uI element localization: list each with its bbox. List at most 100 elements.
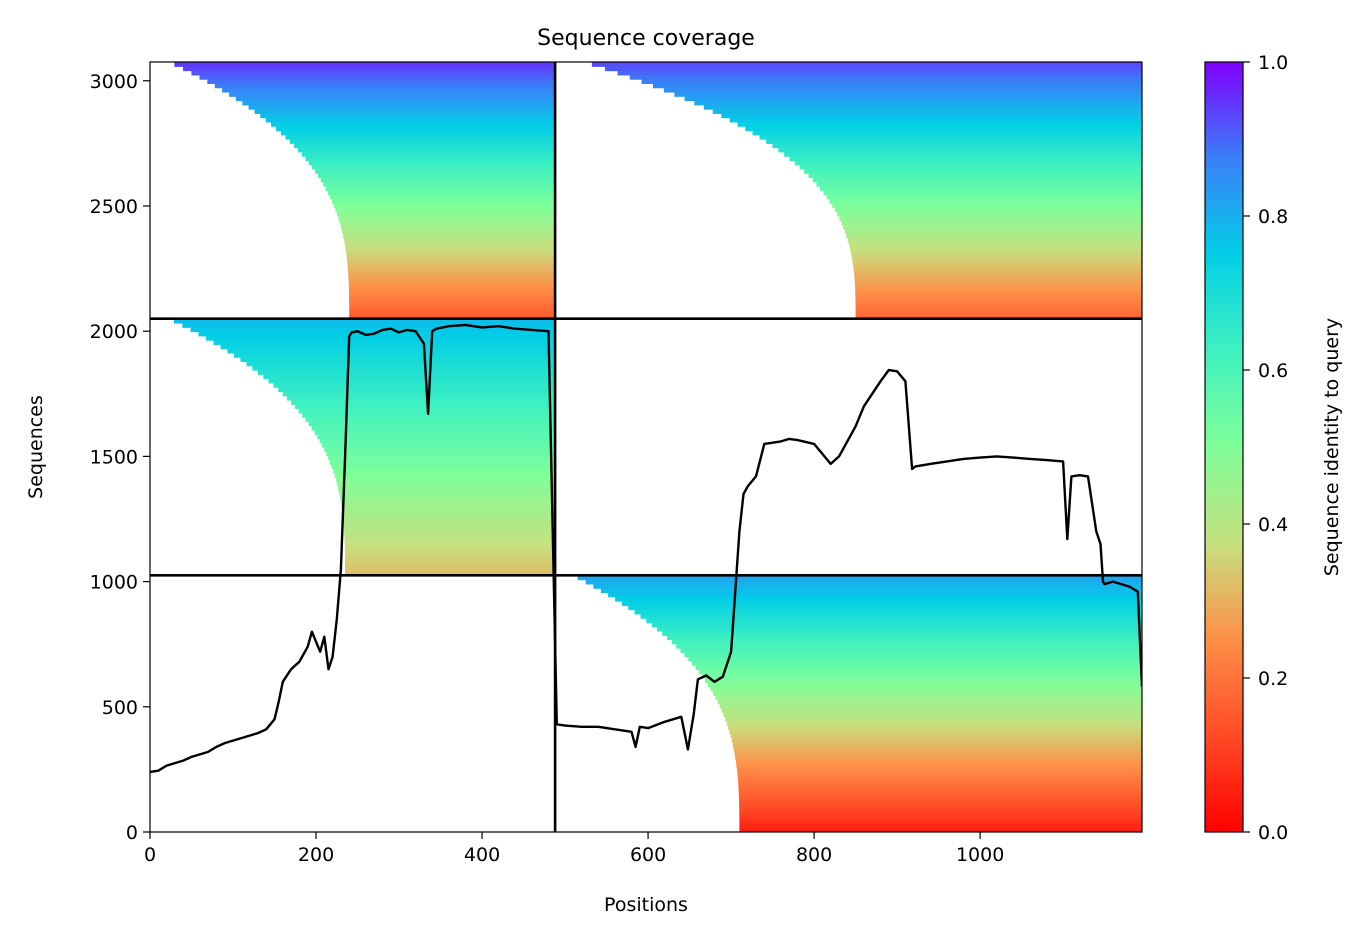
coverage-band	[667, 635, 1142, 641]
colorbar-tick-label: 0.2	[1258, 668, 1288, 690]
coverage-band	[680, 648, 1142, 653]
coverage-band	[349, 288, 556, 294]
coverage-band	[734, 750, 1142, 756]
coverage-band	[174, 62, 556, 67]
coverage-band	[339, 494, 556, 499]
coverage-band	[302, 412, 556, 418]
coverage-band	[812, 177, 1142, 183]
coverage-band	[745, 126, 1142, 132]
coverage-band	[717, 699, 1142, 705]
coverage-line-layer	[150, 323, 1142, 774]
coverage-band	[735, 755, 1142, 760]
coverage-band	[629, 74, 1142, 80]
coverage-band	[634, 609, 1142, 615]
coverage-band	[339, 489, 556, 495]
coverage-band	[736, 763, 1142, 769]
colorbar-tick-label: 1.0	[1258, 52, 1288, 74]
coverage-band	[731, 737, 1142, 743]
coverage-band	[289, 139, 556, 144]
coverage-band	[855, 293, 1142, 298]
coverage-band	[799, 164, 1142, 170]
coverage-band	[707, 682, 1142, 688]
coverage-band	[337, 481, 556, 487]
coverage-band	[294, 404, 556, 410]
coverage-band	[311, 425, 556, 431]
coverage-band	[737, 121, 1142, 127]
coverage-band	[703, 104, 1142, 110]
coverage-band	[695, 665, 1142, 671]
coverage-band	[343, 519, 556, 525]
coverage-band	[286, 395, 556, 401]
coverage-band	[339, 220, 556, 226]
coverage-band	[344, 541, 556, 546]
coverage-band	[214, 83, 556, 89]
coverage-band	[789, 156, 1142, 161]
coverage-band	[338, 216, 556, 221]
coverage-band	[341, 502, 556, 508]
coverage-band	[246, 361, 556, 367]
coverage-band	[343, 233, 556, 238]
coverage-band	[318, 173, 556, 179]
coverage-band	[322, 442, 556, 448]
coverage-band	[308, 160, 556, 166]
coverage-band	[808, 173, 1142, 179]
coverage-band	[855, 288, 1142, 294]
coverage-band	[671, 639, 1142, 645]
coverage-band	[327, 190, 556, 196]
y-tick-label: 1000	[90, 572, 138, 594]
coverage-band	[848, 241, 1142, 247]
colorbar-tick-label: 0.4	[1258, 514, 1288, 536]
coverage-band	[820, 186, 1142, 191]
x-axis-ticks: 0 200 400 600 800 1000	[144, 832, 1004, 866]
y-axis-ticks: 0 500 1000 1500 2000 2500 3000	[90, 71, 150, 844]
colorbar-tick-label: 0.0	[1258, 822, 1288, 844]
chart-title: Sequence coverage	[537, 26, 755, 51]
coverage-band	[710, 686, 1142, 692]
coverage-band	[340, 498, 556, 504]
coverage-band	[298, 147, 556, 153]
coverage-band	[301, 151, 556, 157]
colorbar-tick-label: 0.6	[1258, 360, 1288, 382]
coverage-band	[331, 464, 556, 469]
coverage-band	[739, 819, 1142, 825]
coverage-band	[317, 434, 556, 440]
coverage-band	[621, 601, 1142, 606]
coverage-band	[206, 335, 556, 341]
coverage-band	[735, 759, 1142, 765]
coverage-band	[334, 472, 556, 478]
coverage-band	[308, 421, 556, 427]
coverage-band	[263, 374, 556, 380]
coverage-band	[652, 83, 1142, 89]
coverage-band	[294, 143, 556, 149]
coverage-band	[739, 797, 1142, 803]
coverage-band	[343, 237, 556, 243]
coverage-band	[713, 690, 1142, 696]
coverage-band	[242, 100, 556, 106]
coverage-band	[662, 630, 1142, 636]
coverage-band	[729, 117, 1142, 123]
coverage-band	[335, 207, 556, 213]
colorbar-tick-label: 0.8	[1258, 206, 1288, 228]
coverage-band	[738, 780, 1142, 786]
coverage-band	[694, 100, 1142, 106]
coverage-band	[333, 203, 556, 209]
y-tick-label: 500	[102, 697, 138, 719]
coverage-band	[628, 605, 1142, 611]
coverage-band	[305, 417, 556, 422]
coverage-band	[349, 301, 556, 307]
coverage-band	[337, 211, 556, 217]
coverage-band	[330, 194, 556, 200]
coverage-band	[344, 536, 556, 542]
coverage-band	[804, 168, 1142, 174]
coverage-band	[847, 237, 1142, 243]
coverage-band	[640, 613, 1142, 619]
coverage-band	[182, 322, 556, 328]
coverage-band	[854, 271, 1142, 277]
y-axis-label: Sequences	[25, 395, 47, 499]
coverage-band	[314, 429, 556, 435]
coverage-band	[342, 506, 556, 512]
coverage-band	[719, 703, 1142, 709]
coverage-band	[794, 160, 1142, 166]
plot-frame	[149, 61, 1143, 833]
coverage-band	[737, 767, 1142, 773]
